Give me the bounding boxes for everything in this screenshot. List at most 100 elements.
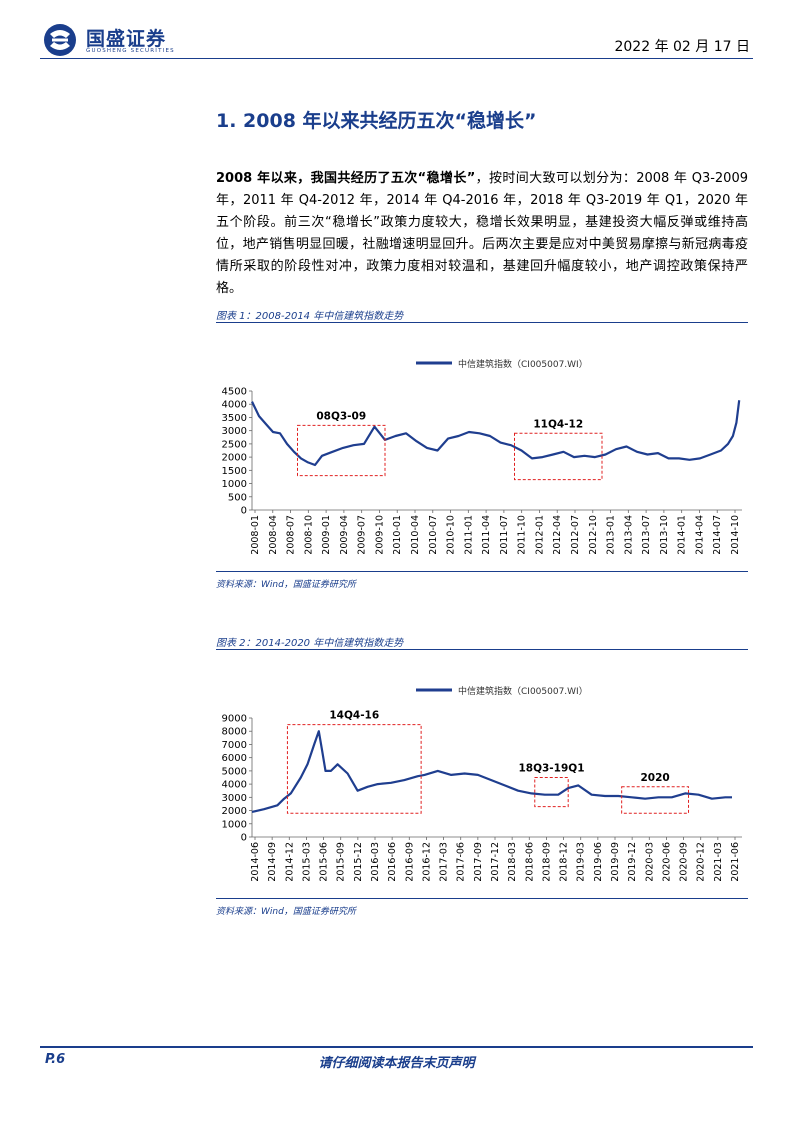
chart-1-legend-label: 中信建筑指数（CI005007.WI） [458,358,588,370]
chart-1-x-tick-label: 2011-10 [517,515,528,555]
chart-2-x-tick-label: 2017-06 [456,842,467,882]
body-text: ，按时间大致可以划分为：2008 年 Q3-2009 年，2011 年 Q4-2… [216,171,748,296]
chart-1-x-tick-label: 2008-01 [250,515,261,555]
chart-1-x-tick-label: 2009-07 [357,515,368,555]
chart-1-y-tick-label: 4000 [222,400,247,411]
figure-1-title: 图表 1：2008-2014 年中信建筑指数走势 [216,311,404,322]
chart-2-series-line [251,730,732,813]
footer-divider [40,1046,753,1048]
chart-2-annotation-box [286,724,422,814]
figure-1-source: 资料来源：Wind，国盛证券研究所 [216,580,356,590]
chart-2-x-tick-label: 2020-09 [679,842,690,882]
chart-2-x-tick-label: 2017-09 [473,842,484,882]
figure-1-bottom-rule [216,571,748,572]
report-date: 2022 年 02 月 17 日 [614,39,750,55]
chart-2-x-tick-label: 2014-12 [284,842,295,882]
chart-1-x-tick-label: 2014-04 [694,515,705,555]
chart-1-x-tick-label: 2012-07 [570,515,581,555]
chart-1-y-tick-label: 4500 [222,387,247,398]
chart-2-x-tick-label: 2018-03 [507,842,518,882]
figure-2-source: 资料来源：Wind，国盛证券研究所 [216,907,356,917]
chart-2-x-tick-label: 2016-09 [404,842,415,882]
figure-1-top-rule [216,322,748,323]
chart-1-y-tick-label: 3000 [222,426,247,437]
footer-disclaimer: 请仔细阅读本报告末页声明 [318,1056,475,1071]
chart-1-x-tick-label: 2014-07 [712,515,723,555]
chart-1-x-tick-label: 2013-01 [606,515,617,555]
chart-1-y-tick-label: 500 [228,492,247,503]
chart-1-x-tick-label: 2009-04 [339,515,350,555]
chart-2-x-tick-label: 2018-09 [541,842,552,882]
chart-2-x-tick-label: 2017-12 [490,842,501,882]
chart-2-x-tick-label: 2020-03 [644,842,655,882]
chart-2-legend-label: 中信建筑指数（CI005007.WI） [458,685,588,697]
chart-1-x-tick-label: 2008-10 [303,515,314,555]
chart-1-y-tick-label: 2500 [222,439,247,450]
chart-2-x-tick-label: 2019-09 [610,842,621,882]
chart-1-x-tick-label: 2009-10 [374,515,385,555]
chart-1-annotation-box [297,424,386,477]
chart-1-x-tick-label: 2011-01 [463,515,474,555]
chart-2-annotation-label: 18Q3-19Q1 [518,763,584,775]
chart-2-x-tick-label: 2020-06 [661,842,672,882]
chart-1-x-tick-label: 2009-01 [321,515,332,555]
chart-1-x-tick-label: 2014-01 [677,515,688,555]
chart-1-x-tick-label: 2010-10 [446,515,457,555]
chart-2-x-tick-label: 2016-03 [370,842,381,882]
chart-1-x-tick-label: 2013-04 [623,515,634,555]
chart-2-y-tick-label: 0 [241,833,247,844]
figure-2-title: 图表 2：2014-2020 年中信建筑指数走势 [216,638,404,649]
body-lead: 2008 年以来，我国共经历了五次“稳增长” [216,171,476,186]
chart-2-y-tick-label: 8000 [222,727,247,738]
chart-1-x-tick-label: 2010-07 [428,515,439,555]
chart-1-x-tick-label: 2008-04 [268,515,279,555]
chart-2-x-tick-label: 2018-06 [524,842,535,882]
chart-1-x-tick-label: 2008-07 [286,515,297,555]
chart-1-x-tick-label: 2010-01 [392,515,403,555]
chart-1-annotation-label: 08Q3-09 [316,410,366,422]
chart-2-x-tick-label: 2019-03 [576,842,587,882]
chart-2-annotation-box [621,786,690,814]
chart-1-annotation-label: 11Q4-12 [533,418,583,430]
chart-2-x-tick-label: 2015-09 [336,842,347,882]
chart-2014-2020: 中信建筑指数（CI005007.WI） 0 1000 2000 3000 4000 5000… [222,685,742,882]
section-title: 1. 2008 年以来共经历五次“稳增长” [216,110,537,132]
chart-1-x-tick-label: 2013-10 [659,515,670,555]
chart-2-x-tick-label: 2021-03 [713,842,724,882]
chart-2-annotation-label: 14Q4-16 [329,710,379,722]
chart-2-x-tick-label: 2017-03 [439,842,450,882]
guosheng-logo-icon [44,24,76,56]
chart-1-y-tick-label: 2000 [222,453,247,464]
chart-1-series-line [251,400,741,467]
chart-1-x-tick-label: 2010-04 [410,515,421,555]
chart-2-x-tick-label: 2021-06 [730,842,741,882]
chart-2-x-tick-label: 2015-12 [353,842,364,882]
chart-2-annotation-label: 2020 [640,772,669,784]
page-number: P.6 [45,1052,66,1067]
chart-2-x-tick-label: 2020-12 [696,842,707,882]
chart-2-x-tick-label: 2018-12 [559,842,570,882]
chart-2-y-tick-label: 7000 [222,740,247,751]
chart-1-y-tick-label: 0 [241,506,247,517]
logo-name: 国盛证券 [86,28,167,50]
header-divider [40,58,753,59]
chart-2-y-tick-label: 2000 [222,806,247,817]
chart-1-x-tick-label: 2012-04 [552,515,563,555]
chart-2-y-tick-label: 5000 [222,766,247,777]
chart-2008-2014: 中信建筑指数（CI005007.WI） 0 500 1000 1500 2000 2500 3… [222,358,742,555]
body-paragraph: 2008 年以来，我国共经历了五次“稳增长”，按时间大致可以划分为：2008 年… [216,168,748,300]
chart-1-x-tick-label: 2011-07 [499,515,510,555]
chart-1-x-tick-label: 2012-01 [534,515,545,555]
chart-2-x-tick-label: 2019-12 [627,842,638,882]
chart-2-annotation-box [534,777,569,808]
chart-1-annotation-box [514,432,603,481]
chart-2-x-tick-label: 2015-06 [319,842,330,882]
figure-2-bottom-rule [216,898,748,899]
chart-1-y-tick-label: 1000 [222,479,247,490]
chart-1-y-tick-label: 1500 [222,466,247,477]
chart-2-y-tick-label: 9000 [222,714,247,725]
chart-1-x-tick-label: 2013-07 [641,515,652,555]
chart-2-x-tick-label: 2015-03 [301,842,312,882]
logo-subtitle: GUOSHENG SECURITIES [86,48,175,54]
chart-2-y-tick-label: 6000 [222,753,247,764]
